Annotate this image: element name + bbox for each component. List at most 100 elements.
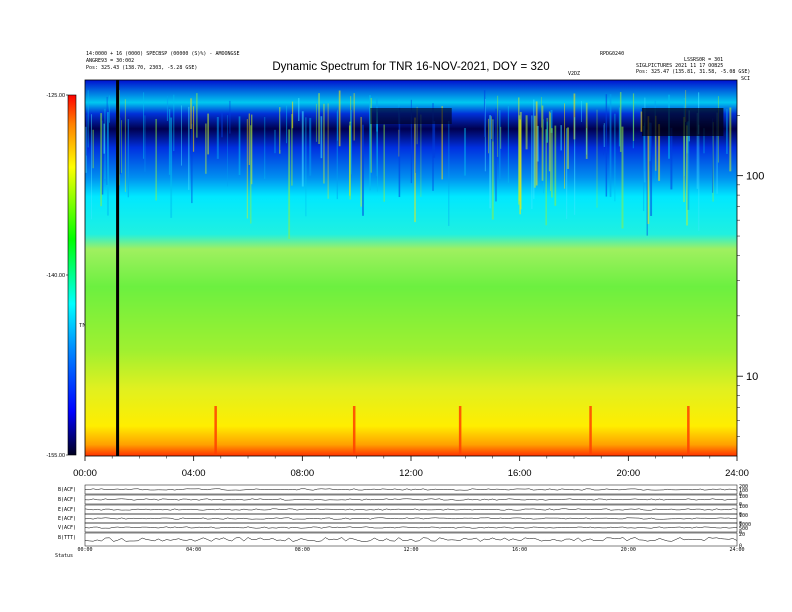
- spectrum-streak: [127, 119, 130, 198]
- x-tick-label: 04:00: [182, 468, 206, 479]
- spectrum-streak: [173, 94, 175, 152]
- spectrum-streak: [574, 117, 576, 215]
- x-tick-label: 00:00: [73, 468, 97, 479]
- spectrum-streak: [291, 114, 293, 186]
- spectrum-streak: [533, 115, 536, 188]
- spectrum-streak: [85, 126, 87, 173]
- data-gap-line: [116, 80, 120, 456]
- spectrum-streak: [119, 117, 121, 175]
- header-left-line: Pos: 325.43 (138.70, 2303, -5.28 GSE): [86, 65, 197, 71]
- spectrum-streak: [416, 106, 418, 145]
- spectrum-streak: [250, 125, 252, 224]
- bottom-panel-trace: [84, 526, 738, 529]
- spectrum-streak: [336, 111, 338, 200]
- spectrum-streak: [566, 128, 568, 220]
- spectrum-streak: [350, 96, 352, 124]
- colorbar: -125.00-140.00-155.00 TNR: [46, 93, 90, 459]
- spectrum-streak: [685, 90, 687, 122]
- bottom-panel-trace: [84, 508, 738, 511]
- spectrum-streak: [596, 109, 598, 208]
- spectrum-streak: [323, 103, 325, 184]
- bottom-x-tick-label: 00:00: [77, 547, 92, 553]
- spectrum-streak: [190, 98, 192, 129]
- bottom-panel-frame: [84, 532, 738, 547]
- spectrum-streak: [500, 126, 502, 149]
- bottom-panel-trace: [84, 517, 738, 520]
- spectrum-streak: [643, 125, 645, 212]
- spectrum-streak: [143, 92, 145, 159]
- spectrum-streak: [370, 97, 372, 173]
- spectrum-streak: [548, 111, 551, 172]
- bottom-panel-tick: 0: [739, 521, 742, 527]
- x-tick-label: 08:00: [290, 468, 314, 479]
- bottom-panel-tick: 0: [739, 530, 742, 536]
- spectrum-streak: [654, 100, 656, 183]
- bottom-panel-tick: 200: [739, 484, 748, 490]
- chart-title: Dynamic Spectrum for TNR 16-NOV-2021, DO…: [272, 61, 549, 73]
- spectrum-streak: [415, 120, 417, 173]
- bottom-panel-tick: 20: [739, 532, 745, 538]
- spectrum-streak: [353, 93, 355, 141]
- spectrum-streak: [101, 120, 104, 195]
- bottom-panel-trace: [84, 537, 738, 542]
- spectrum-streak: [305, 117, 307, 217]
- bottom-panel-tick: 100: [739, 488, 748, 494]
- spectrum-streak: [499, 110, 501, 180]
- spectrum-streak: [683, 116, 685, 203]
- spectrogram-plot: [85, 80, 737, 456]
- spectrum-streak: [398, 107, 401, 198]
- bottom-panel-frame: [84, 513, 738, 524]
- spectrum-streak: [246, 119, 248, 219]
- spectrum-streak: [686, 125, 688, 226]
- spectrum-streak: [376, 96, 378, 177]
- spectrum-streak: [301, 111, 304, 187]
- spectrum-streak: [491, 116, 492, 140]
- spectrum-streak: [541, 105, 544, 181]
- spectrum-streak: [320, 116, 323, 159]
- spectrum-streak: [166, 96, 169, 121]
- spectrum-streak: [92, 129, 94, 169]
- spectrum-streak: [87, 90, 89, 148]
- spectrum-streak: [649, 122, 651, 162]
- spectrum-streak: [119, 90, 120, 186]
- spectrum-streak: [448, 120, 450, 226]
- spectrum-streak: [318, 93, 320, 145]
- spectrum-streak: [170, 117, 173, 218]
- spectrum-streak: [216, 116, 219, 159]
- spectrum-streak: [640, 111, 643, 132]
- spectrum-streak: [433, 121, 436, 158]
- spectrum-streak: [658, 124, 661, 181]
- spectrum-streak: [603, 125, 604, 156]
- bottom-panel-trace: [84, 488, 738, 491]
- spectrum-streak: [264, 117, 266, 179]
- spectrum-streak: [495, 108, 497, 202]
- bottom-panel-tick: 100: [739, 504, 748, 510]
- spectrum-streak: [410, 99, 412, 184]
- spectrum-streak: [420, 114, 422, 197]
- spectrum-streak: [196, 93, 198, 138]
- x-tick-label: 12:00: [399, 468, 423, 479]
- spectrum-streak: [168, 109, 171, 175]
- spectrum-streak: [274, 129, 276, 154]
- spectrum-streak: [188, 106, 190, 190]
- spectrum-streak: [286, 105, 288, 144]
- spectrum-streak: [619, 92, 622, 152]
- spectrum-streak: [525, 115, 528, 150]
- spectrum-streak: [533, 99, 535, 199]
- spectrum-streak: [729, 107, 732, 172]
- spectrum-streak: [518, 97, 520, 205]
- spectrum-streak: [687, 121, 690, 210]
- spectrum-streak: [546, 121, 548, 143]
- spectrum-streak: [376, 112, 378, 192]
- top-right-label: SCI: [741, 76, 750, 82]
- bottom-x-tick-label: 04:00: [186, 547, 201, 553]
- bottom-panel-tick: 0: [739, 502, 742, 508]
- header-left-line: 14:0000 + 16 (0000) SPECBSP (00000 (S)%)…: [86, 51, 240, 57]
- spectrum-streak: [585, 128, 587, 155]
- dark-band: [641, 108, 724, 136]
- spectrum-streak: [362, 124, 364, 216]
- spectrum-streak: [543, 119, 544, 194]
- spectrum-streak: [535, 101, 538, 186]
- y-tick-label: 10: [746, 371, 758, 383]
- spectrum-streak: [650, 122, 653, 216]
